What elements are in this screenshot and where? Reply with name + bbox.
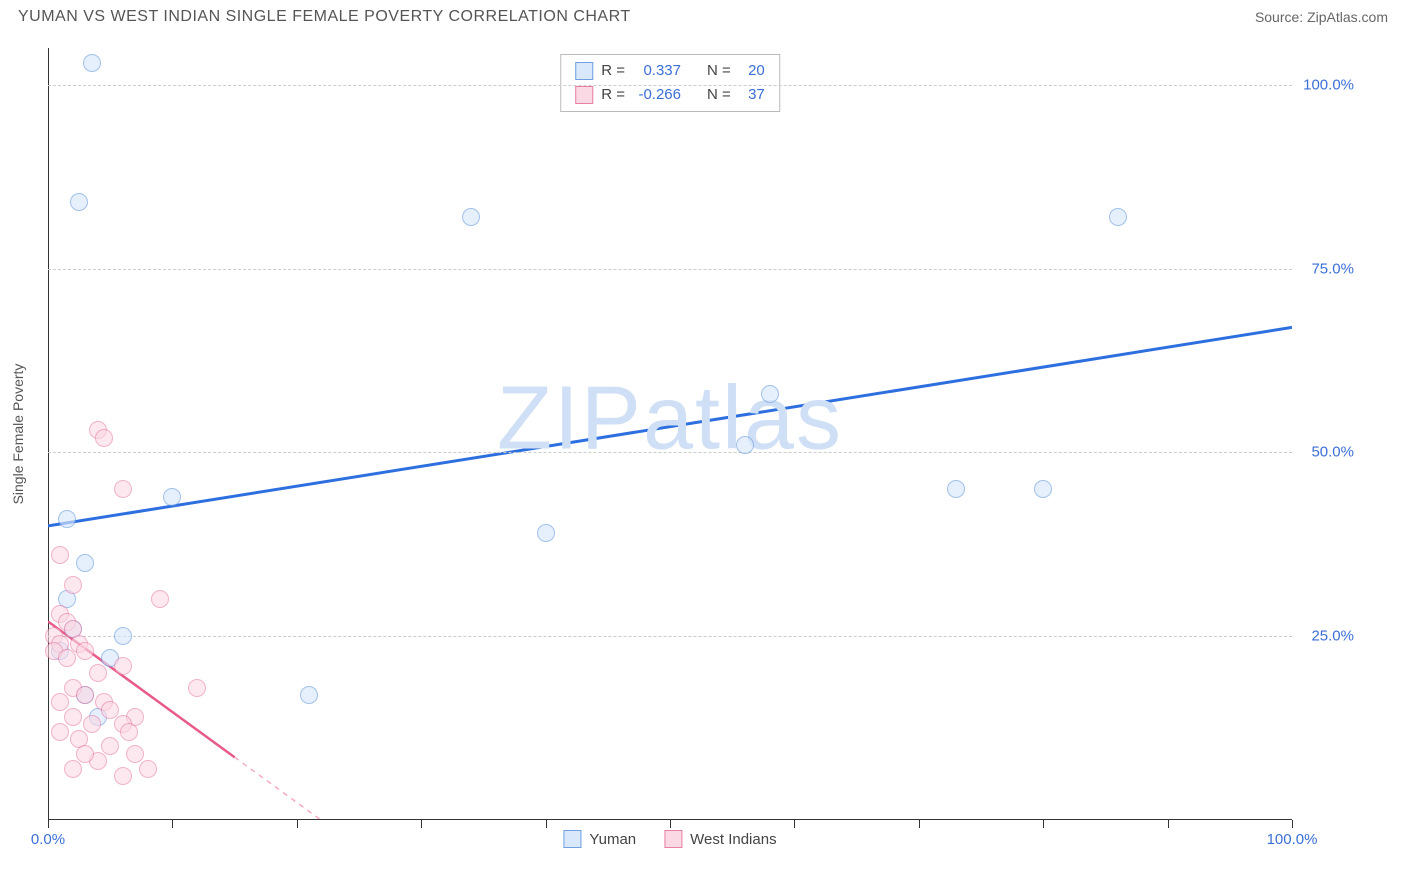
data-point [64, 576, 82, 594]
legend-row: R = 0.337 N = 20 [575, 59, 765, 83]
data-point [139, 760, 157, 778]
r-value: -0.266 [633, 83, 681, 107]
data-point [163, 488, 181, 506]
n-value: 20 [739, 59, 765, 83]
legend-series-name: Yuman [589, 831, 636, 848]
x-tick [1168, 820, 1169, 828]
data-point [76, 745, 94, 763]
data-point [761, 385, 779, 403]
r-value: 0.337 [633, 59, 681, 83]
x-tick [546, 820, 547, 828]
data-point [95, 429, 113, 447]
watermark: ZIPatlas [497, 367, 843, 470]
legend-swatch [664, 830, 682, 848]
data-point [101, 701, 119, 719]
x-tick-label: 0.0% [31, 831, 65, 848]
data-point [114, 657, 132, 675]
r-label: R = [601, 59, 625, 83]
data-point [947, 480, 965, 498]
x-tick-label: 100.0% [1267, 831, 1318, 848]
chart-area: Single Female Poverty ZIPatlas R =0.337N… [48, 48, 1292, 820]
legend-swatch [575, 86, 593, 104]
data-point [300, 686, 318, 704]
n-value: 37 [739, 83, 765, 107]
n-label: N = [707, 59, 731, 83]
data-point [58, 510, 76, 528]
data-point [64, 708, 82, 726]
x-tick [421, 820, 422, 828]
data-point [76, 642, 94, 660]
data-point [114, 627, 132, 645]
data-point [736, 436, 754, 454]
data-point [101, 737, 119, 755]
data-point [83, 715, 101, 733]
y-tick-label: 75.0% [1298, 260, 1354, 277]
x-tick [670, 820, 671, 828]
r-label: R = [601, 83, 625, 107]
data-point [76, 554, 94, 572]
data-point [51, 723, 69, 741]
legend-series-name: West Indians [690, 831, 776, 848]
legend-item: Yuman [563, 830, 636, 848]
gridline [48, 85, 1292, 86]
series-legend: Yuman West Indians [563, 830, 776, 848]
plot-region: ZIPatlas R =0.337N =20R =-0.266N =37 25.… [48, 48, 1292, 820]
data-point [151, 590, 169, 608]
data-point [64, 760, 82, 778]
data-point [462, 208, 480, 226]
trend-lines [48, 48, 1292, 820]
data-point [58, 649, 76, 667]
data-point [70, 193, 88, 211]
x-tick [1043, 820, 1044, 828]
data-point [114, 767, 132, 785]
data-point [51, 693, 69, 711]
y-tick-label: 50.0% [1298, 444, 1354, 461]
x-tick [48, 820, 49, 828]
x-tick [297, 820, 298, 828]
data-point [537, 524, 555, 542]
gridline [48, 452, 1292, 453]
data-point [114, 480, 132, 498]
legend-swatch [563, 830, 581, 848]
source-label: Source: ZipAtlas.com [1255, 9, 1388, 25]
data-point [126, 745, 144, 763]
data-point [76, 686, 94, 704]
data-point [1109, 208, 1127, 226]
data-point [188, 679, 206, 697]
data-point [120, 723, 138, 741]
chart-title: YUMAN VS WEST INDIAN SINGLE FEMALE POVER… [18, 8, 631, 26]
y-tick-label: 100.0% [1298, 76, 1354, 93]
data-point [89, 664, 107, 682]
data-point [1034, 480, 1052, 498]
gridline [48, 636, 1292, 637]
legend-row: R = -0.266 N = 37 [575, 83, 765, 107]
y-tick-label: 25.0% [1298, 628, 1354, 645]
gridline [48, 269, 1292, 270]
n-label: N = [707, 83, 731, 107]
data-point [83, 54, 101, 72]
y-axis-line [48, 48, 49, 820]
legend-swatch [575, 62, 593, 80]
data-point [51, 546, 69, 564]
correlation-legend: R = 0.337 N = 20 R = -0.266 N = 37 [560, 54, 780, 112]
legend-item: West Indians [664, 830, 776, 848]
x-tick [1292, 820, 1293, 828]
x-tick [919, 820, 920, 828]
x-tick [794, 820, 795, 828]
y-axis-label: Single Female Poverty [10, 364, 26, 505]
x-tick [172, 820, 173, 828]
